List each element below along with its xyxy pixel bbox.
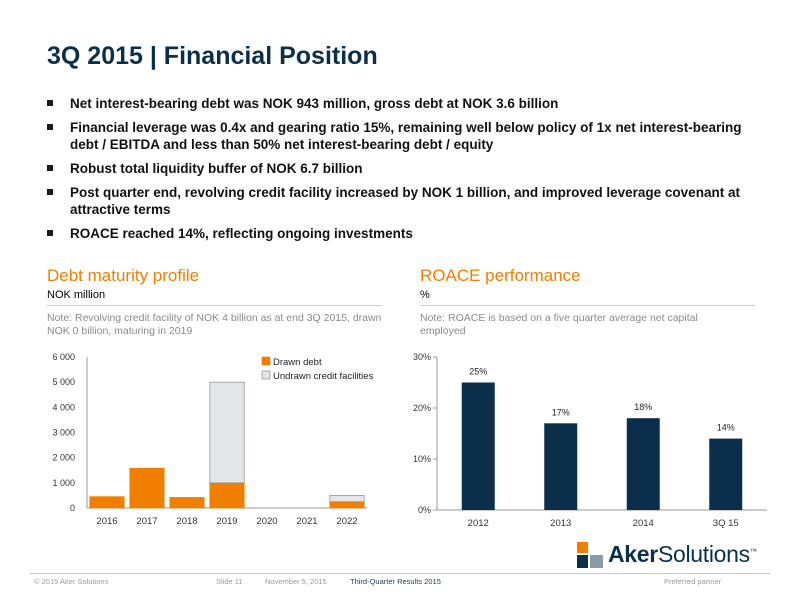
bullet-marker <box>47 165 53 171</box>
debt-panel-divider <box>47 305 382 306</box>
roace-bar <box>544 423 578 510</box>
debt-legend-swatch <box>261 370 271 380</box>
debt-x-tick-label: 2017 <box>136 516 157 527</box>
roace-chart: 0% 10% 20% 30% 25% 2012 17% 2013 18% 2014 14% 3Q 15 <box>413 352 767 529</box>
debt-legend-swatch <box>261 356 271 366</box>
debt-bar <box>169 497 205 509</box>
footer-slide-number: Slide 11 <box>216 577 243 586</box>
debt-y-tick-label: 4 000 <box>52 402 75 412</box>
roace-x-tick-label: 2012 <box>468 518 489 529</box>
roace-y-tick-label: 0% <box>418 505 431 515</box>
debt-x-tick-label: 2019 <box>216 516 237 527</box>
bullet-item: Robust total liquidity buffer of NOK 6.7… <box>47 160 767 177</box>
footer-divider <box>30 573 770 574</box>
debt-x-tick-label: 2016 <box>96 516 117 527</box>
bullet-marker <box>47 230 53 236</box>
roace-data-label: 17% <box>552 407 570 417</box>
logo-trademark: ™ <box>749 548 757 556</box>
aker-solutions-logo: AkerSolutions™ <box>577 541 762 572</box>
roace-panel-title: ROACE performance <box>420 266 581 285</box>
roace-bar <box>461 382 495 510</box>
aker-logo-mark-icon <box>577 542 603 568</box>
debt-y-tick-label: 6 000 <box>52 352 75 362</box>
debt-y-tick-label: 5 000 <box>52 377 75 387</box>
debt-legend-label: Drawn debt <box>273 357 322 368</box>
debt-x-tick-label: 2018 <box>176 516 197 527</box>
footer-copyright: © 2015 Aker Solutions <box>34 577 109 586</box>
debt-bar <box>209 482 245 509</box>
bullet-text: Financial leverage was 0.4x and gearing … <box>70 120 742 152</box>
bullet-text: Robust total liquidity buffer of NOK 6.7… <box>70 161 363 176</box>
roace-x-tick-label: 2013 <box>550 518 571 529</box>
roace-y-tick-label: 10% <box>413 454 431 464</box>
bullet-list: Net interest-bearing debt was NOK 943 mi… <box>47 95 767 249</box>
debt-panel-title: Debt maturity profile <box>47 266 200 285</box>
page-title: 3Q 2015 | Financial Position <box>47 42 378 70</box>
debt-panel-note: Note: Revolving credit facility of NOK 4… <box>47 312 382 337</box>
debt-bar <box>329 501 365 509</box>
footer-date: November 5, 2015 <box>265 577 327 586</box>
logo-text-bold: Aker <box>608 541 658 567</box>
debt-bar <box>329 495 365 503</box>
logo-square-orange <box>577 542 588 553</box>
debt-maturity-chart: 0 1 000 2 000 3 000 4 000 5 000 6 000 2016 2017 2… <box>52 352 374 527</box>
bullet-marker <box>47 100 53 106</box>
logo-square-navy <box>577 555 588 568</box>
roace-x-tick-label: 3Q 15 <box>713 518 739 529</box>
roace-y-tick-label: 20% <box>413 403 431 413</box>
bullet-item: ROACE reached 14%, reflecting ongoing in… <box>47 225 767 242</box>
debt-panel-subtitle: NOK million <box>47 289 106 301</box>
footer-tagline: Preferred partner <box>664 577 722 586</box>
debt-x-tick-label: 2021 <box>296 516 317 527</box>
debt-bar <box>209 381 245 484</box>
logo-wordmark: AkerSolutions™ <box>608 541 757 568</box>
roace-panel-divider <box>420 305 755 306</box>
roace-data-label: 14% <box>717 423 735 433</box>
debt-legend-label: Undrawn credit facilities <box>273 371 374 382</box>
logo-square-grey <box>590 555 603 568</box>
debt-y-tick-label: 2 000 <box>52 453 75 463</box>
debt-bar <box>129 467 165 509</box>
bullet-marker <box>47 124 53 130</box>
debt-x-tick-label: 2020 <box>256 516 277 527</box>
footer-presentation-title: Third-Quarter Results 2015 <box>350 577 441 586</box>
bullet-text: Net interest-bearing debt was NOK 943 mi… <box>70 96 559 111</box>
bullet-text: ROACE reached 14%, reflecting ongoing in… <box>70 226 413 241</box>
debt-y-tick-label: 3 000 <box>52 428 75 438</box>
roace-bar <box>626 418 660 510</box>
roace-data-label: 25% <box>469 367 487 377</box>
debt-y-tick-label: 0 <box>70 503 75 513</box>
logo-text-regular: Solutions <box>657 541 750 567</box>
bullet-marker <box>47 189 53 195</box>
bullet-item: Post quarter end, revolving credit facil… <box>47 184 767 218</box>
roace-data-label: 18% <box>634 402 652 412</box>
bullet-item: Net interest-bearing debt was NOK 943 mi… <box>47 95 767 112</box>
roace-y-tick-label: 30% <box>413 352 431 362</box>
roace-panel-subtitle: % <box>420 289 430 301</box>
roace-panel-note: Note: ROACE is based on a five quarter a… <box>420 312 698 337</box>
debt-bar <box>89 496 125 509</box>
debt-y-tick-label: 1 000 <box>52 478 75 488</box>
bullet-text: Post quarter end, revolving credit facil… <box>70 185 740 217</box>
debt-x-tick-label: 2022 <box>336 516 357 527</box>
bullet-item: Financial leverage was 0.4x and gearing … <box>47 119 767 153</box>
roace-x-tick-label: 2014 <box>633 518 654 529</box>
roace-bar <box>709 438 743 510</box>
